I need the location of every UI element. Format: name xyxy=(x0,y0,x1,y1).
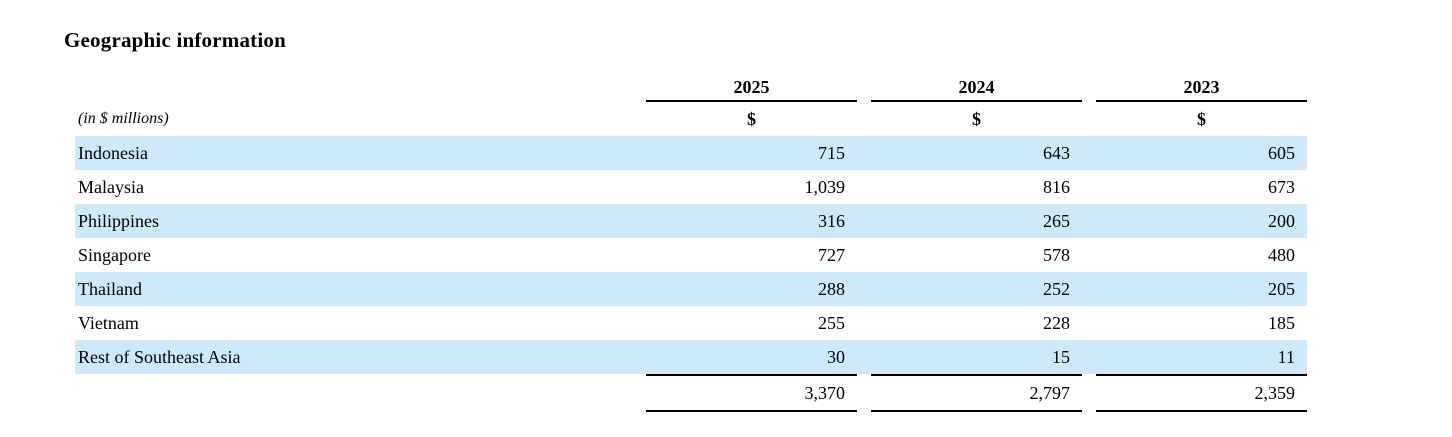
row-value-2023: 605 xyxy=(1268,142,1295,163)
geographic-information-table: 2025 2024 2023 (in $ millions) $ $ $ Ind… xyxy=(75,74,1307,412)
row-label: Thailand xyxy=(78,278,142,299)
currency-symbol-2023: $ xyxy=(1197,108,1206,129)
table-row-philippines: Philippines 316 265 200 xyxy=(75,204,1307,238)
row-label: Vietnam xyxy=(78,312,139,333)
row-value-2025: 288 xyxy=(818,278,845,299)
table-total-row: 3,370 2,797 2,359 xyxy=(75,374,1307,412)
currency-symbol-2025: $ xyxy=(747,108,756,129)
table-row-vietnam: Vietnam 255 228 185 xyxy=(75,306,1307,340)
unit-note: (in $ millions) xyxy=(78,110,169,127)
row-value-2025: 30 xyxy=(827,346,845,367)
row-value-2023: 11 xyxy=(1277,346,1295,367)
row-value-2025: 316 xyxy=(818,210,845,231)
currency-symbol-2024: $ xyxy=(972,108,981,129)
row-value-2023: 200 xyxy=(1268,210,1295,231)
row-label: Rest of Southeast Asia xyxy=(78,346,241,367)
row-value-2024: 816 xyxy=(1043,176,1070,197)
column-header-year-2023: 2023 xyxy=(1096,77,1307,102)
row-label: Philippines xyxy=(78,210,160,231)
row-value-2025: 255 xyxy=(818,312,845,333)
row-value-2023: 480 xyxy=(1268,244,1295,265)
table-row-rest-of-southeast-asia: Rest of Southeast Asia 30 15 11 xyxy=(75,340,1307,374)
row-label: Indonesia xyxy=(78,142,148,163)
table-body: Indonesia 715 643 605 Malaysia 1,039 816… xyxy=(75,136,1307,374)
row-value-2024: 265 xyxy=(1043,210,1070,231)
row-value-2025: 715 xyxy=(818,142,845,163)
row-label: Malaysia xyxy=(78,176,144,197)
table-header-years-row: 2025 2024 2023 xyxy=(75,74,1307,102)
row-value-2024: 578 xyxy=(1043,244,1070,265)
row-value-2024: 228 xyxy=(1043,312,1070,333)
row-value-2024: 15 xyxy=(1052,346,1070,367)
table-row-thailand: Thailand 288 252 205 xyxy=(75,272,1307,306)
row-label: Singapore xyxy=(78,244,151,265)
section-title: Geographic information xyxy=(64,28,286,52)
row-value-2023: 185 xyxy=(1268,312,1295,333)
row-value-2025: 1,039 xyxy=(804,176,846,197)
table-row-indonesia: Indonesia 715 643 605 xyxy=(75,136,1307,170)
total-value-2023: 2,359 xyxy=(1096,374,1307,412)
row-value-2023: 205 xyxy=(1268,278,1295,299)
table-header-currency-row: (in $ millions) $ $ $ xyxy=(75,102,1307,136)
column-header-year-2024: 2024 xyxy=(871,77,1082,102)
row-value-2025: 727 xyxy=(818,244,845,265)
row-value-2023: 673 xyxy=(1268,176,1295,197)
column-header-year-2025: 2025 xyxy=(646,77,857,102)
row-value-2024: 252 xyxy=(1043,278,1070,299)
row-value-2024: 643 xyxy=(1043,142,1070,163)
total-value-2024: 2,797 xyxy=(871,374,1082,412)
table-row-malaysia: Malaysia 1,039 816 673 xyxy=(75,170,1307,204)
total-value-2025: 3,370 xyxy=(646,374,857,412)
table-row-singapore: Singapore 727 578 480 xyxy=(75,238,1307,272)
